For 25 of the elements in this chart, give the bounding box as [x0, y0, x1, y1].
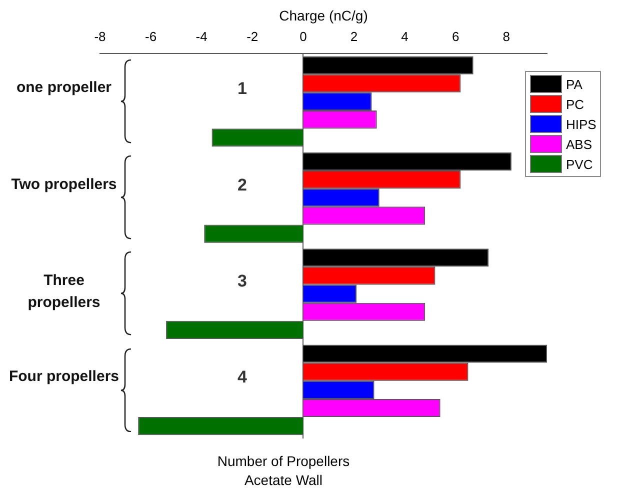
y-tick-label: 1 — [237, 79, 247, 98]
legend-label: PA — [566, 76, 582, 92]
annotation: one propeller — [15, 78, 113, 98]
x-tick-label: 6 — [452, 29, 460, 44]
x-axis-title: Charge (nC/g) — [279, 7, 368, 24]
y-tick-label: 2 — [237, 175, 247, 194]
x-tick-label: -2 — [246, 29, 258, 44]
legend-label: PC — [566, 96, 584, 112]
x-tick-label: -6 — [145, 29, 157, 44]
x-tick-label: 8 — [502, 29, 510, 44]
annotation: Four propellers — [8, 366, 120, 387]
x-tick-label: -8 — [94, 29, 106, 44]
legend-label: ABS — [566, 136, 592, 152]
y-tick-label: 3 — [237, 271, 247, 290]
x-tick-label: 4 — [401, 29, 408, 44]
legend-label: HIPS — [566, 116, 596, 132]
text: Number of Propellers — [216, 452, 351, 471]
annotation: Two propellers — [10, 174, 118, 195]
x-tick-label: 0 — [300, 29, 307, 44]
text: Acetate Wall — [243, 471, 324, 490]
legend-label: PVC — [566, 156, 593, 172]
x-tick-label: -4 — [196, 29, 208, 44]
y-tick-label: 4 — [237, 368, 248, 387]
x-tick-label: 2 — [350, 29, 358, 44]
annotation: Three propellers — [26, 270, 102, 313]
